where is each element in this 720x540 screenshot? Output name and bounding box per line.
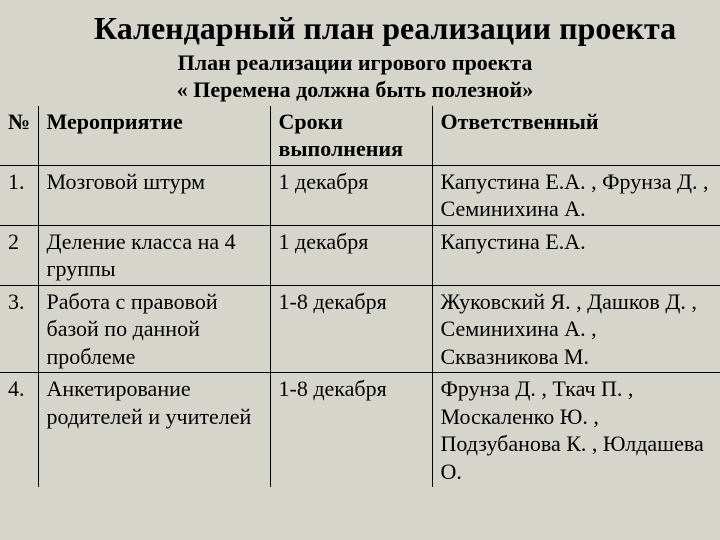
subtitle-line-2: « Перемена должна быть полезной» xyxy=(177,77,533,102)
subtitle: План реализации игрового проекта « Перем… xyxy=(0,49,710,104)
cell-responsible: Капустина Е.А. xyxy=(432,225,720,285)
col-header-responsible: Ответственный xyxy=(432,106,720,166)
slide: Календарный план реализации проекта План… xyxy=(0,0,720,540)
cell-event: Анкетирование родителей и учителей xyxy=(38,373,270,488)
col-header-num: № xyxy=(0,106,38,166)
cell-num: 4. xyxy=(0,373,38,488)
cell-responsible: Жуковский Я. , Дашков Д. , Семинихина А.… xyxy=(432,285,720,373)
table-row: 4. Анкетирование родителей и учителей 1-… xyxy=(0,373,720,488)
col-header-event: Мероприятие xyxy=(38,106,270,166)
cell-event: Работа с правовой базой по данной пробле… xyxy=(38,285,270,373)
cell-num: 2 xyxy=(0,225,38,285)
cell-event: Деление класса на 4 группы xyxy=(38,225,270,285)
col-header-dates: Сроки выполнения xyxy=(270,106,432,166)
cell-num: 3. xyxy=(0,285,38,373)
cell-num: 1. xyxy=(0,165,38,225)
page-title: Календарный план реализации проекта xyxy=(0,10,710,47)
cell-dates: 1-8 декабря xyxy=(270,285,432,373)
cell-responsible: Фрунза Д. , Ткач П. , Москаленко Ю. , По… xyxy=(432,373,720,488)
cell-dates: 1-8 декабря xyxy=(270,373,432,488)
schedule-table: № Мероприятие Сроки выполнения Ответстве… xyxy=(0,106,720,488)
table-row: 3. Работа с правовой базой по данной про… xyxy=(0,285,720,373)
cell-responsible: Капустина Е.А. , Фрунза Д. , Семинихина … xyxy=(432,165,720,225)
cell-dates: 1 декабря xyxy=(270,225,432,285)
table-row: 1. Мозговой штурм 1 декабря Капустина Е.… xyxy=(0,165,720,225)
cell-event: Мозговой штурм xyxy=(38,165,270,225)
cell-dates: 1 декабря xyxy=(270,165,432,225)
table-header-row: № Мероприятие Сроки выполнения Ответстве… xyxy=(0,106,720,166)
table-row: 2 Деление класса на 4 группы 1 декабря К… xyxy=(0,225,720,285)
subtitle-line-1: План реализации игрового проекта xyxy=(178,50,533,75)
